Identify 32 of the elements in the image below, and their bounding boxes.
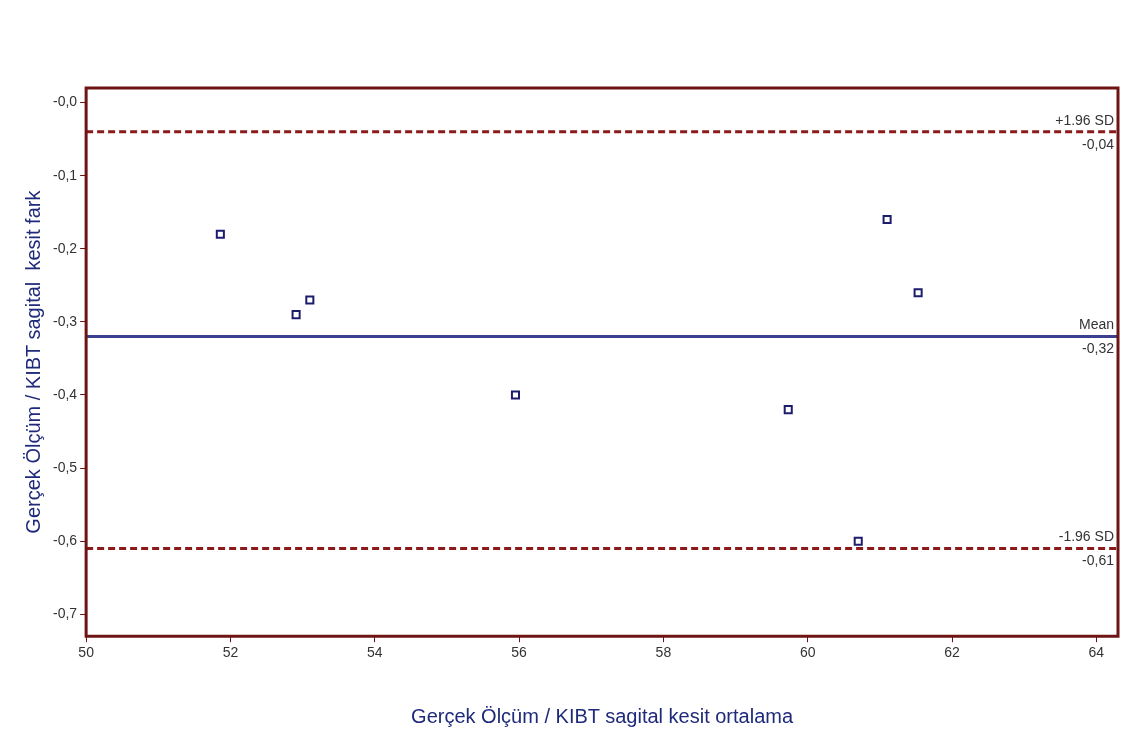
- y-tick-label: -0,5: [53, 458, 78, 475]
- x-tick-label: 54: [366, 644, 383, 661]
- x-tick-label: 56: [511, 644, 528, 661]
- x-tick-label: 60: [799, 644, 816, 661]
- point: [853, 536, 863, 546]
- x-tick-label: 50: [78, 644, 95, 661]
- point: [291, 310, 301, 320]
- y-tick-label: -0,7: [53, 605, 78, 622]
- point: [882, 215, 892, 225]
- ref-line-label: -1.96 SD: [1058, 528, 1114, 545]
- x-tick-label: 62: [944, 644, 961, 661]
- point: [783, 405, 793, 415]
- point: [305, 295, 315, 305]
- annotation: -0,61: [1082, 552, 1115, 569]
- y-tick-label: -0,4: [53, 385, 78, 402]
- y-axis-title: Gerçek Ölçüm / KIBT sagital kesit fark: [21, 189, 44, 534]
- x-tick-label: 58: [655, 644, 672, 661]
- y-tick-label: -0,3: [53, 312, 78, 329]
- point: [510, 390, 521, 400]
- y-tick-label: -0,1: [53, 166, 78, 183]
- x-tick-label: 52: [222, 644, 239, 661]
- point: [913, 288, 923, 298]
- x-axis-title: Gerçek Ölçüm / KIBT sagital kesit ortalama: [411, 704, 794, 727]
- ref-line-label: Mean: [1078, 316, 1114, 333]
- ref-line-label: +1.96 SD: [1055, 111, 1114, 128]
- point: [215, 229, 225, 239]
- y-tick-label: -0,0: [53, 93, 78, 110]
- y-tick-label: -0,6: [53, 532, 78, 549]
- annotation: -0,04: [1082, 135, 1115, 152]
- x-tick-label: 64: [1088, 644, 1105, 661]
- y-tick-label: -0,2: [53, 239, 78, 256]
- annotation: -0,32: [1082, 340, 1115, 357]
